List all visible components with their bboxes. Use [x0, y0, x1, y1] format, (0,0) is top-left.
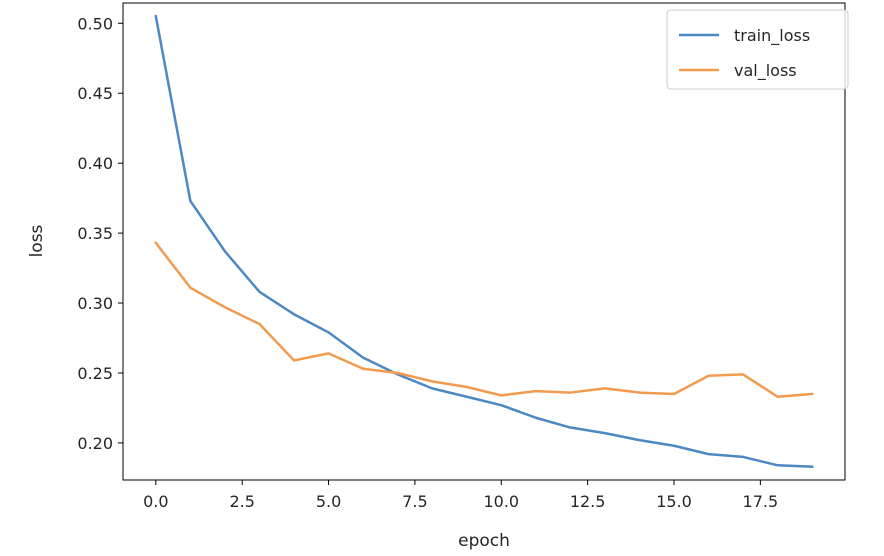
- plot-frame: [122, 2, 846, 481]
- data-point-val-loss: [811, 393, 813, 395]
- data-point-val-loss: [293, 359, 295, 361]
- data-point-train-loss: [224, 250, 226, 252]
- data-point-val-loss: [707, 375, 710, 377]
- data-point-train-loss: [466, 396, 468, 398]
- y-tick-label: 0.45: [77, 84, 113, 103]
- data-point-val-loss: [258, 323, 261, 325]
- legend-label-train-loss: train_loss: [734, 26, 810, 46]
- y-tick-label: 0.35: [77, 224, 113, 243]
- y-tick-label: 0.30: [77, 294, 113, 313]
- data-point-val-loss: [569, 391, 571, 394]
- data-point-val-loss: [155, 242, 157, 244]
- x-tick-label: 5.0: [316, 492, 341, 511]
- data-point-val-loss: [431, 380, 433, 382]
- x-tick-label: 0.0: [143, 492, 168, 511]
- data-point-train-loss: [811, 466, 813, 468]
- data-point-val-loss: [327, 352, 330, 355]
- y-tick-label: 0.40: [77, 154, 113, 173]
- legend: train_loss val_loss: [666, 9, 849, 90]
- data-point-train-loss: [707, 453, 710, 455]
- data-point-val-loss: [466, 386, 468, 388]
- x-tick-label: 12.5: [570, 492, 606, 511]
- data-point-train-loss: [293, 313, 295, 315]
- data-point-train-loss: [362, 357, 364, 359]
- legend-label-val-loss: val_loss: [734, 61, 797, 81]
- data-point-val-loss: [604, 387, 606, 389]
- data-point-train-loss: [777, 464, 779, 466]
- y-tick-label: 0.25: [77, 364, 113, 383]
- data-point-val-loss: [224, 306, 226, 308]
- y-tick-label: 0.20: [77, 434, 113, 453]
- data-point-train-loss: [742, 456, 744, 458]
- data-point-val-loss: [777, 396, 779, 398]
- data-point-train-loss: [258, 291, 261, 293]
- data-point-val-loss: [673, 393, 675, 395]
- ticks-layer: 0.0 2.5 5.0 7.5 10.0 12.5 15.0 17.5 0.20 0.25 0.30…: [77, 14, 778, 511]
- data-point-train-loss: [673, 445, 675, 447]
- data-point-train-loss: [155, 15, 157, 17]
- data-point-val-loss: [397, 372, 399, 374]
- x-axis-label: epoch: [458, 531, 510, 551]
- data-point-train-loss: [569, 426, 571, 429]
- data-point-train-loss: [535, 417, 537, 419]
- x-tick-label: 2.5: [229, 492, 254, 511]
- series-line-val-loss: [154, 241, 814, 399]
- data-point-val-loss: [189, 287, 191, 289]
- data-point-val-loss: [362, 368, 364, 370]
- data-point-train-loss: [327, 331, 330, 334]
- y-tick-label: 0.50: [77, 14, 113, 33]
- data-point-val-loss: [500, 394, 502, 396]
- data-point-train-loss: [500, 404, 502, 406]
- x-tick-label: 10.0: [483, 492, 519, 511]
- data-point-val-loss: [638, 391, 641, 394]
- x-tick-label: 15.0: [656, 492, 692, 511]
- y-axis-label: loss: [27, 224, 47, 257]
- x-tick-label: 17.5: [743, 492, 779, 511]
- data-point-val-loss: [535, 390, 537, 392]
- series-layer: [154, 14, 814, 469]
- data-point-train-loss: [638, 439, 641, 441]
- data-point-train-loss: [431, 387, 433, 389]
- data-point-train-loss: [604, 432, 606, 434]
- x-tick-label: 7.5: [402, 492, 427, 511]
- series-line-train-loss: [154, 14, 814, 469]
- data-point-val-loss: [742, 373, 744, 375]
- data-point-train-loss: [189, 200, 191, 202]
